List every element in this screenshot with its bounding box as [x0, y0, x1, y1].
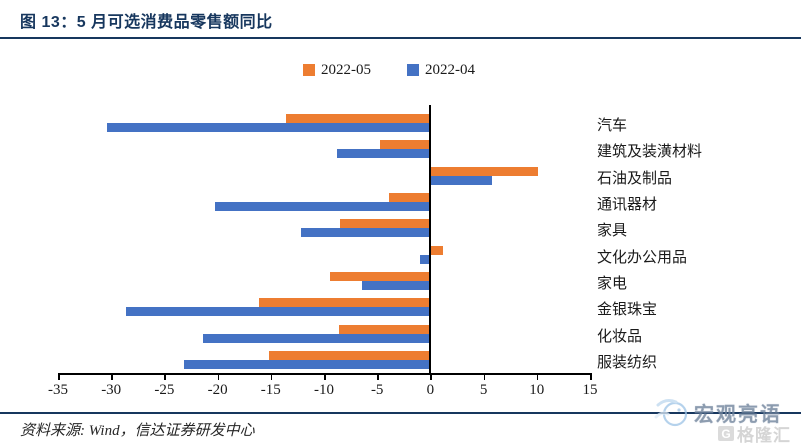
x-axis-tick — [590, 375, 592, 380]
x-axis-line — [58, 373, 592, 375]
legend-item-2022-05: 2022-05 — [303, 62, 371, 78]
bar-2022-05-金银珠宝 — [259, 298, 431, 308]
gelonghui-name: 格隆汇 — [737, 426, 791, 445]
bar-2022-04-文化办公用品 — [419, 254, 431, 264]
brand-watermark: 宏观亮语 G 格隆汇 — [650, 394, 801, 446]
bird-circle-icon — [654, 399, 688, 427]
x-tick-label-0: 0 — [426, 382, 435, 398]
x-tick-label-10: 10 — [529, 382, 545, 398]
title-divider — [0, 37, 801, 39]
legend-label-2022-04: 2022-04 — [425, 62, 475, 78]
bar-2022-04-石油及制品 — [430, 175, 493, 185]
x-axis-tick — [536, 375, 539, 380]
source-note: 资料来源: Wind，信达证券研发中心 — [20, 423, 255, 439]
x-axis-tick — [430, 375, 432, 380]
bar-2022-04-通讯器材 — [215, 202, 431, 212]
category-label-汽车: 汽车 — [597, 118, 628, 135]
gelonghui-watermark: G 格隆汇 — [718, 421, 791, 446]
x-axis-tick — [324, 375, 326, 380]
bar-2022-04-建筑及装潢材料 — [336, 149, 431, 159]
footer-divider — [0, 412, 801, 414]
chart-legend: 2022-05 2022-04 — [303, 62, 475, 78]
x-tick-label--15: -15 — [260, 382, 281, 398]
category-label-家电: 家电 — [597, 275, 628, 292]
x-axis-tick — [270, 375, 273, 380]
bar-2022-05-通讯器材 — [388, 193, 431, 203]
bar-2022-05-家电 — [330, 271, 431, 281]
bar-2022-05-石油及制品 — [430, 166, 538, 176]
category-label-金银珠宝: 金银珠宝 — [597, 302, 658, 319]
bar-2022-04-家具 — [300, 228, 431, 238]
legend-item-2022-04: 2022-04 — [407, 62, 475, 78]
category-label-化妆品: 化妆品 — [597, 328, 643, 345]
brand-name: 宏观亮语 — [694, 404, 782, 426]
bar-2022-05-汽车 — [285, 114, 431, 124]
x-axis-tick — [164, 375, 166, 380]
x-axis-tick — [483, 375, 486, 380]
bar-2022-04-化妆品 — [202, 333, 431, 343]
x-tick-label--35: -35 — [48, 382, 68, 398]
bar-2022-04-家电 — [362, 280, 431, 290]
category-label-通讯器材: 通讯器材 — [597, 197, 658, 214]
x-tick-label--20: -20 — [207, 382, 228, 398]
x-tick-label--30: -30 — [101, 382, 122, 398]
bar-2022-04-汽车 — [106, 123, 431, 133]
x-axis-tick — [58, 375, 60, 380]
zero-axis-line — [429, 105, 432, 373]
bar-2022-05-家具 — [339, 219, 431, 229]
x-axis-tick — [217, 375, 220, 380]
x-tick-label-15: 15 — [582, 382, 598, 398]
x-tick-label-5: 5 — [479, 382, 488, 398]
gelonghui-logo-icon: G — [718, 426, 734, 441]
bar-2022-05-文化办公用品 — [430, 245, 444, 255]
bar-2022-05-服装纺织 — [268, 350, 431, 360]
category-label-石油及制品: 石油及制品 — [597, 170, 673, 187]
category-label-文化办公用品: 文化办公用品 — [597, 249, 688, 266]
category-label-服装纺织: 服装纺织 — [597, 354, 658, 371]
legend-swatch-blue — [407, 64, 419, 76]
x-tick-label--25: -25 — [154, 382, 175, 398]
figure-title: 图 13：5 月可选消费品零售额同比 — [20, 14, 273, 31]
legend-swatch-orange — [303, 64, 315, 76]
x-axis-tick — [111, 375, 113, 380]
category-label-家具: 家具 — [597, 223, 628, 240]
bar-2022-05-建筑及装潢材料 — [380, 140, 431, 150]
bar-2022-04-金银珠宝 — [126, 307, 431, 317]
category-label-建筑及装潢材料: 建筑及装潢材料 — [597, 144, 703, 161]
x-axis-tick — [377, 375, 379, 380]
bar-2022-05-化妆品 — [338, 324, 431, 334]
legend-label-2022-05: 2022-05 — [321, 62, 371, 78]
bar-2022-04-服装纺织 — [183, 359, 431, 369]
x-tick-label--5: -5 — [370, 382, 384, 398]
x-tick-label--10: -10 — [314, 382, 334, 398]
